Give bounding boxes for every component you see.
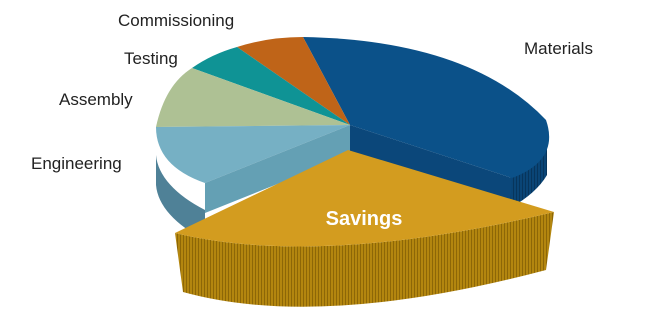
- slice-testing: [192, 47, 350, 125]
- slice-savings: [175, 150, 554, 247]
- slice-commissioning: [237, 37, 350, 125]
- slice-engineering-wedge: [205, 125, 350, 213]
- label-savings: Savings: [326, 208, 403, 230]
- exploded-slice-savings: [175, 150, 554, 307]
- slice-engineering: [156, 125, 350, 183]
- slice-assembly: [156, 68, 350, 127]
- slice-materials: [303, 37, 550, 178]
- label-materials: Materials: [524, 39, 593, 58]
- label-assembly: Assembly: [59, 90, 133, 109]
- pie-body: [156, 37, 550, 240]
- slice-side-engineering: [156, 155, 205, 240]
- label-engineering: Engineering: [31, 154, 122, 173]
- slice-side-savings: [175, 212, 554, 307]
- label-commissioning: Commissioning: [118, 11, 234, 30]
- label-testing: Testing: [124, 49, 178, 68]
